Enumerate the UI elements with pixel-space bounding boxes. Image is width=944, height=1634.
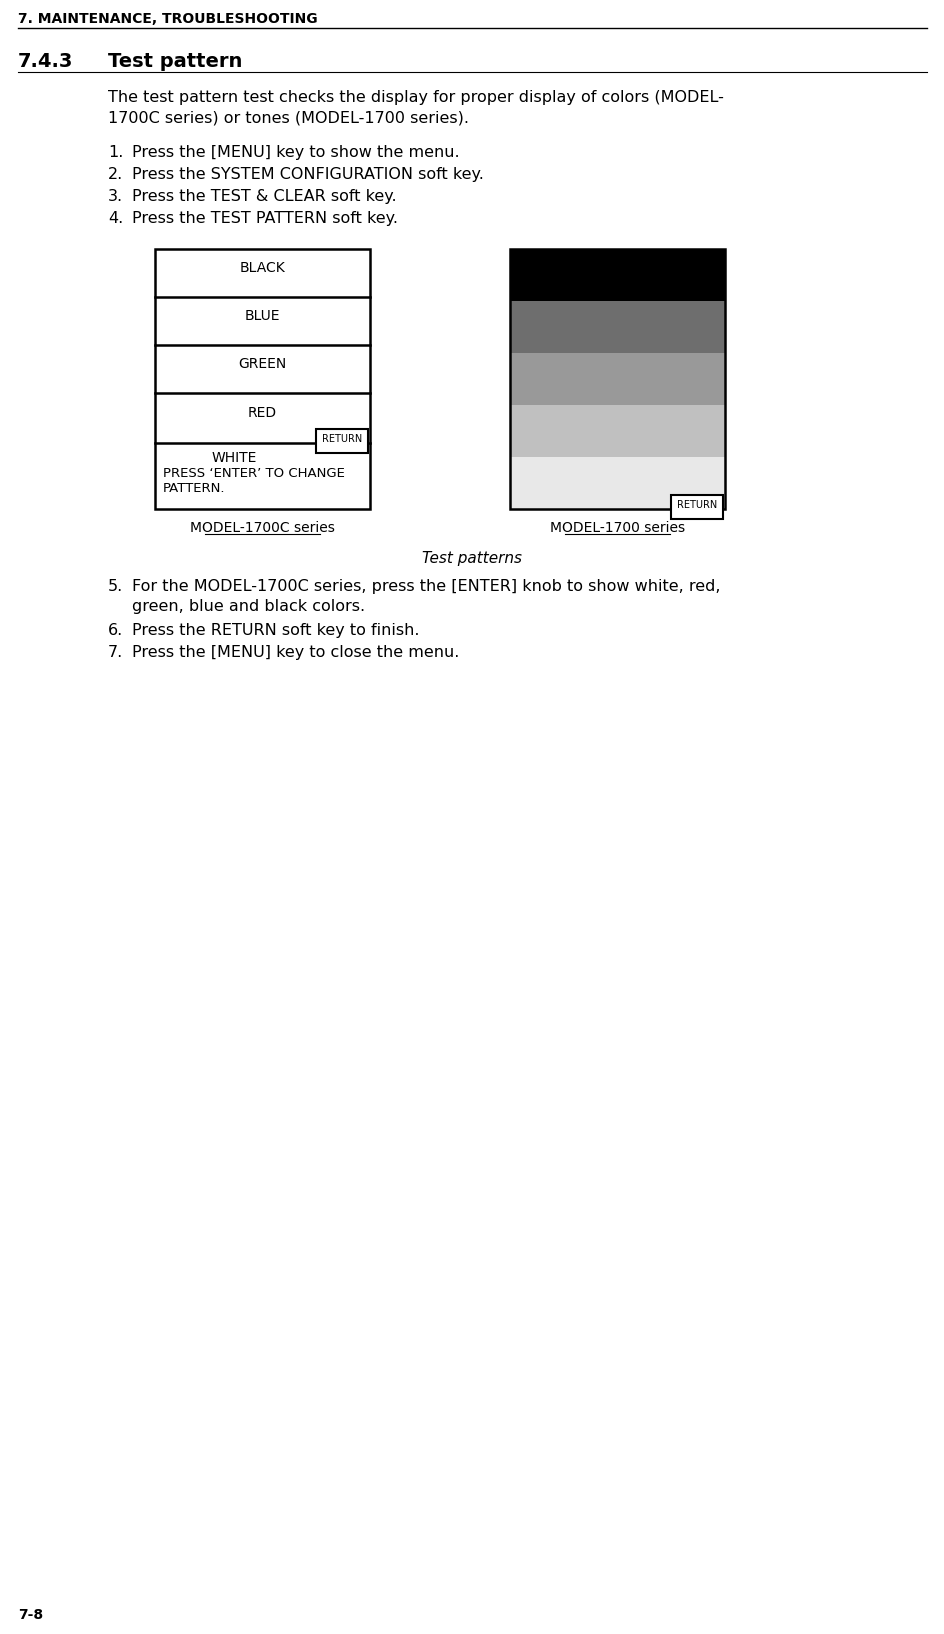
Text: PRESS ‘ENTER’ TO CHANGE: PRESS ‘ENTER’ TO CHANGE xyxy=(162,467,345,480)
Bar xyxy=(670,495,722,520)
Text: RED: RED xyxy=(247,405,277,420)
Text: RETURN: RETURN xyxy=(322,435,362,444)
Text: MODEL-1700 series: MODEL-1700 series xyxy=(549,521,684,534)
Text: For the MODEL-1700C series, press the [ENTER] knob to show white, red,: For the MODEL-1700C series, press the [E… xyxy=(132,578,719,595)
Text: 7.: 7. xyxy=(108,645,123,660)
Bar xyxy=(510,353,724,405)
Bar xyxy=(155,248,370,510)
Text: Press the TEST & CLEAR soft key.: Press the TEST & CLEAR soft key. xyxy=(132,190,396,204)
Text: 1.: 1. xyxy=(108,145,124,160)
Text: Press the [MENU] key to show the menu.: Press the [MENU] key to show the menu. xyxy=(132,145,459,160)
Text: Press the SYSTEM CONFIGURATION soft key.: Press the SYSTEM CONFIGURATION soft key. xyxy=(132,167,483,181)
Text: Press the RETURN soft key to finish.: Press the RETURN soft key to finish. xyxy=(132,623,419,637)
Text: Press the TEST PATTERN soft key.: Press the TEST PATTERN soft key. xyxy=(132,211,397,225)
Bar xyxy=(510,248,724,510)
Text: 7. MAINTENANCE, TROUBLESHOOTING: 7. MAINTENANCE, TROUBLESHOOTING xyxy=(18,11,317,26)
Text: Test patterns: Test patterns xyxy=(422,551,522,565)
Bar xyxy=(510,458,724,510)
Text: 4.: 4. xyxy=(108,211,123,225)
Text: GREEN: GREEN xyxy=(238,356,286,371)
Text: WHITE: WHITE xyxy=(211,451,257,466)
Text: 7-8: 7-8 xyxy=(18,1608,43,1623)
Bar xyxy=(315,430,367,453)
Text: 1700C series) or tones (MODEL-1700 series).: 1700C series) or tones (MODEL-1700 serie… xyxy=(108,109,468,124)
Text: BLACK: BLACK xyxy=(240,261,285,275)
Text: 7.4.3: 7.4.3 xyxy=(18,52,74,70)
Text: PATTERN.: PATTERN. xyxy=(162,482,226,495)
Text: BLUE: BLUE xyxy=(244,309,280,324)
Text: 3.: 3. xyxy=(108,190,123,204)
Text: 6.: 6. xyxy=(108,623,123,637)
Text: 5.: 5. xyxy=(108,578,123,595)
Text: RETURN: RETURN xyxy=(676,500,716,510)
Text: MODEL-1700C series: MODEL-1700C series xyxy=(190,521,334,534)
Text: Test pattern: Test pattern xyxy=(108,52,242,70)
Text: 2.: 2. xyxy=(108,167,123,181)
Text: The test pattern test checks the display for proper display of colors (MODEL-: The test pattern test checks the display… xyxy=(108,90,723,105)
Text: green, blue and black colors.: green, blue and black colors. xyxy=(132,600,364,614)
Bar xyxy=(510,248,724,301)
Bar xyxy=(510,405,724,458)
Bar xyxy=(510,301,724,353)
Text: Press the [MENU] key to close the menu.: Press the [MENU] key to close the menu. xyxy=(132,645,459,660)
